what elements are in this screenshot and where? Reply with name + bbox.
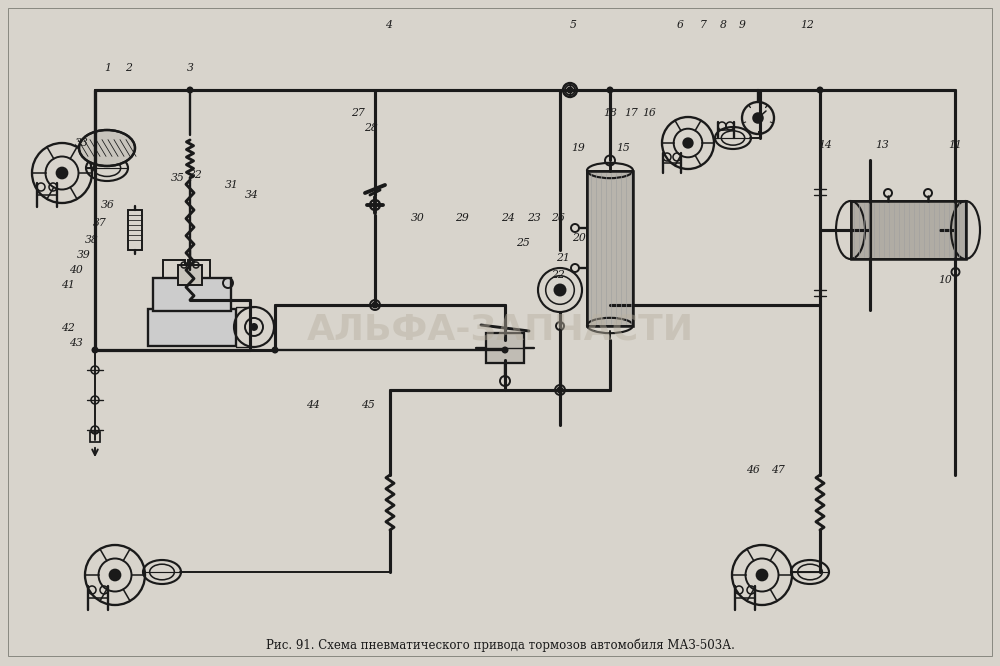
Text: 11: 11 — [948, 140, 962, 150]
Text: Рис. 91. Схема пневматического привода тормозов автомобиля МАЗ-503А.: Рис. 91. Схема пневматического привода т… — [266, 638, 734, 652]
Bar — [587, 170, 633, 326]
Text: 18: 18 — [603, 108, 617, 118]
Text: 44: 44 — [306, 400, 320, 410]
Circle shape — [272, 346, 278, 354]
Bar — [148, 308, 236, 346]
Text: 24: 24 — [501, 213, 515, 223]
Bar — [486, 333, 524, 363]
Text: 26: 26 — [551, 213, 565, 223]
Circle shape — [502, 346, 509, 354]
Bar — [587, 170, 633, 326]
Circle shape — [757, 569, 767, 580]
Text: 38: 38 — [85, 235, 99, 245]
Bar — [153, 278, 231, 310]
Bar — [128, 210, 142, 250]
Bar — [153, 278, 231, 310]
Circle shape — [110, 569, 120, 580]
Text: 14: 14 — [818, 140, 832, 150]
Text: 40: 40 — [69, 265, 83, 275]
Text: АЛЬФА-ЗАПЧАСТИ: АЛЬФА-ЗАПЧАСТИ — [306, 313, 694, 347]
Text: 16: 16 — [642, 108, 656, 118]
Text: 43: 43 — [69, 338, 83, 348]
Text: 7: 7 — [700, 20, 706, 30]
Text: 30: 30 — [411, 213, 425, 223]
Text: 28: 28 — [364, 123, 378, 133]
Text: 8: 8 — [720, 20, 726, 30]
Circle shape — [753, 113, 763, 123]
Text: 6: 6 — [677, 20, 683, 30]
Text: 17: 17 — [624, 108, 638, 118]
Bar — [148, 308, 236, 346]
Text: 22: 22 — [551, 270, 565, 280]
Circle shape — [186, 87, 194, 93]
Text: 4: 4 — [385, 20, 391, 30]
Bar — [90, 432, 100, 442]
Text: 10: 10 — [938, 275, 952, 285]
Ellipse shape — [79, 130, 135, 166]
Text: 2: 2 — [125, 63, 131, 73]
Text: 21: 21 — [556, 253, 570, 263]
Text: 34: 34 — [245, 190, 259, 200]
Text: 32: 32 — [189, 170, 203, 180]
Text: 15: 15 — [616, 143, 630, 153]
Text: 19: 19 — [571, 143, 585, 153]
Bar — [850, 201, 966, 259]
Circle shape — [558, 388, 562, 392]
Circle shape — [606, 87, 614, 93]
Text: 33: 33 — [75, 138, 89, 148]
Text: 35: 35 — [171, 173, 185, 183]
Text: 31: 31 — [225, 180, 239, 190]
Text: 23: 23 — [527, 213, 541, 223]
Text: 25: 25 — [516, 238, 530, 248]
Text: 39: 39 — [77, 250, 91, 260]
Text: 1: 1 — [105, 63, 111, 73]
Circle shape — [683, 139, 693, 148]
Circle shape — [251, 324, 257, 330]
Circle shape — [57, 168, 67, 178]
Text: 46: 46 — [746, 465, 760, 475]
Circle shape — [568, 87, 572, 93]
Text: 41: 41 — [61, 280, 75, 290]
Bar — [188, 260, 210, 278]
Text: 45: 45 — [361, 400, 375, 410]
Text: 37: 37 — [93, 218, 107, 228]
Circle shape — [372, 302, 378, 308]
Text: 47: 47 — [771, 465, 785, 475]
Text: 27: 27 — [351, 108, 365, 118]
Text: 36: 36 — [101, 200, 115, 210]
Text: 12: 12 — [800, 20, 814, 30]
Text: 42: 42 — [61, 323, 75, 333]
Text: 13: 13 — [875, 140, 889, 150]
Circle shape — [92, 346, 98, 354]
Text: 5: 5 — [570, 20, 576, 30]
Bar — [486, 333, 524, 363]
Text: 3: 3 — [187, 63, 193, 73]
Text: 9: 9 — [739, 20, 745, 30]
Circle shape — [554, 284, 566, 296]
Text: 20: 20 — [572, 233, 586, 243]
Bar — [178, 265, 202, 285]
Text: 29: 29 — [455, 213, 469, 223]
Bar — [163, 260, 185, 278]
Circle shape — [816, 87, 824, 93]
Bar — [850, 201, 966, 259]
